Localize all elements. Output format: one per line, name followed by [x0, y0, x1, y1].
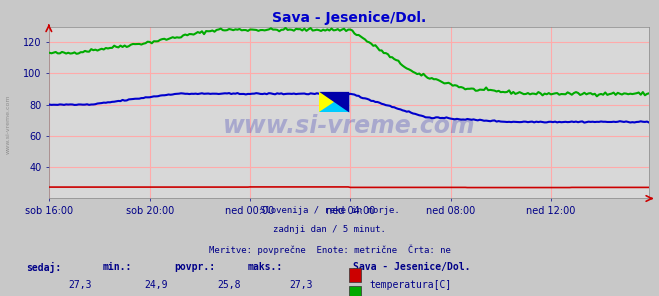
Text: min.:: min.:	[102, 262, 132, 272]
Text: sedaj:: sedaj:	[26, 262, 61, 273]
Text: Slovenija / reke in morje.: Slovenija / reke in morje.	[260, 206, 399, 215]
Title: Sava - Jesenice/Dol.: Sava - Jesenice/Dol.	[272, 12, 426, 25]
Text: Sava - Jesenice/Dol.: Sava - Jesenice/Dol.	[353, 262, 470, 272]
Text: www.si-vreme.com: www.si-vreme.com	[5, 94, 11, 154]
Text: zadnji dan / 5 minut.: zadnji dan / 5 minut.	[273, 225, 386, 234]
Text: 27,3: 27,3	[69, 280, 92, 290]
Text: Meritve: povprečne  Enote: metrične  Črta: ne: Meritve: povprečne Enote: metrične Črta:…	[208, 244, 451, 255]
Polygon shape	[320, 92, 349, 112]
Text: 25,8: 25,8	[217, 280, 241, 290]
Text: maks.:: maks.:	[247, 262, 282, 272]
Text: 24,9: 24,9	[144, 280, 168, 290]
Text: povpr.:: povpr.:	[175, 262, 215, 272]
Text: temperatura[C]: temperatura[C]	[370, 280, 452, 290]
Text: www.si-vreme.com: www.si-vreme.com	[223, 114, 476, 138]
FancyBboxPatch shape	[320, 92, 349, 112]
Polygon shape	[320, 92, 349, 112]
Text: 27,3: 27,3	[289, 280, 313, 290]
